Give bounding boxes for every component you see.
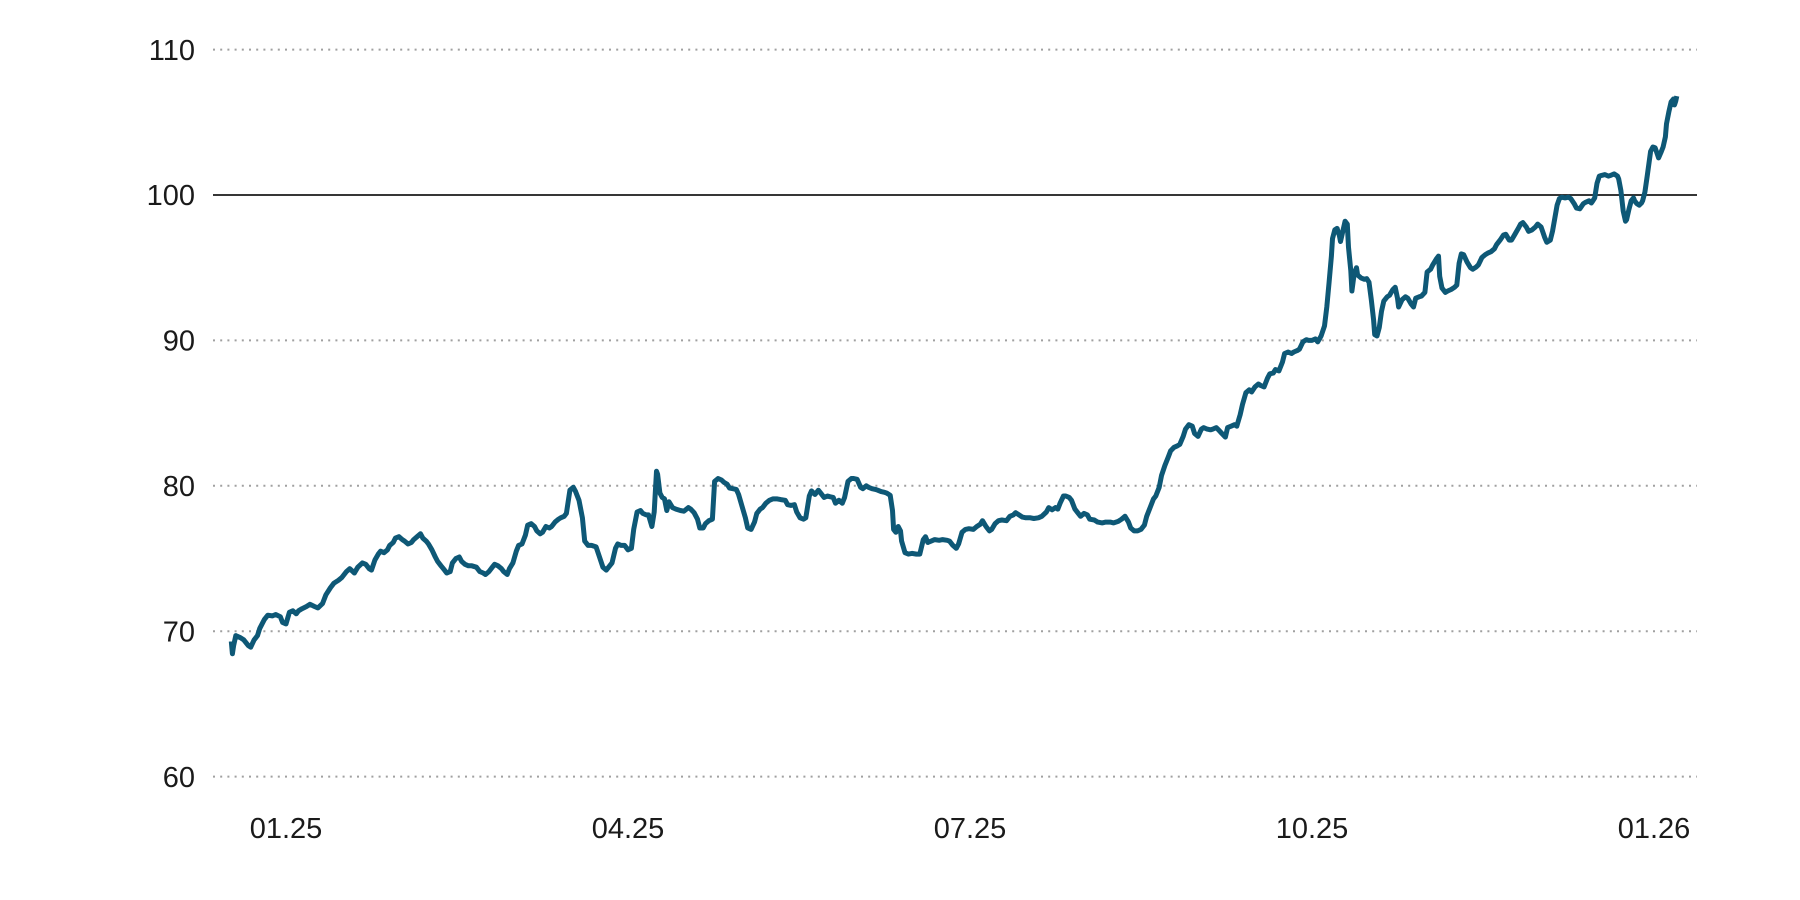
y-tick-label-60: 60 xyxy=(163,762,195,794)
y-tick-label-90: 90 xyxy=(163,326,195,358)
y-tick-label-110: 110 xyxy=(149,35,195,67)
y-tick-label-70: 70 xyxy=(163,616,195,648)
y-tick-label-80: 80 xyxy=(163,471,195,503)
x-tick-label-01.26: 01.26 xyxy=(1618,813,1691,845)
x-tick-label-04.25: 04.25 xyxy=(592,813,665,845)
y-tick-label-100: 100 xyxy=(147,180,195,212)
x-tick-label-10.25: 10.25 xyxy=(1276,813,1349,845)
x-tick-label-01.25: 01.25 xyxy=(250,813,323,845)
series-line-price-index xyxy=(228,95,1680,657)
x-tick-label-07.25: 07.25 xyxy=(934,813,1007,845)
